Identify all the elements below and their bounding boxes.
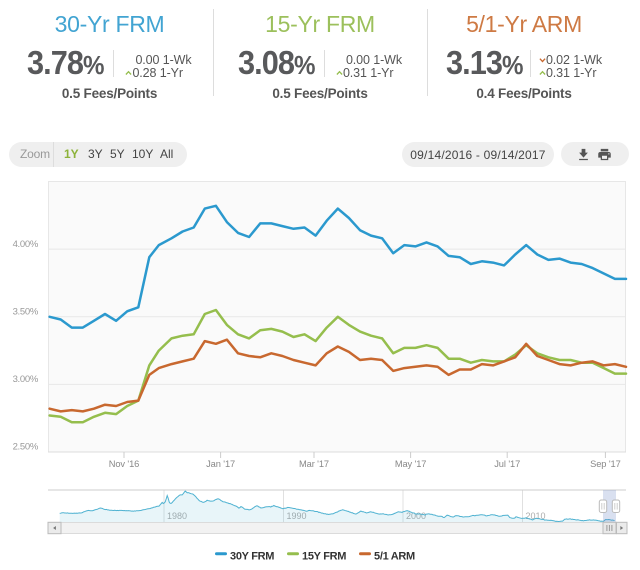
svg-text:Nov '16: Nov '16: [109, 459, 140, 469]
svg-text:30Y FRM: 30Y FRM: [230, 550, 274, 562]
svg-text:Sep '17: Sep '17: [590, 459, 621, 469]
svg-text:Jan '17: Jan '17: [206, 459, 235, 469]
svg-text:2.50%: 2.50%: [13, 442, 39, 453]
svg-text:Jul '17: Jul '17: [494, 459, 520, 469]
svg-text:1980: 1980: [167, 511, 187, 521]
svg-text:4.00%: 4.00%: [13, 239, 39, 250]
svg-text:3.00%: 3.00%: [13, 374, 39, 385]
svg-text:May '17: May '17: [395, 459, 427, 469]
svg-text:1990: 1990: [287, 511, 307, 521]
svg-text:Mar '17: Mar '17: [299, 459, 329, 469]
svg-text:2000: 2000: [406, 511, 426, 521]
svg-text:15Y FRM: 15Y FRM: [302, 550, 346, 562]
svg-text:2010: 2010: [526, 511, 546, 521]
svg-text:3.50%: 3.50%: [13, 306, 39, 317]
svg-text:5/1 ARM: 5/1 ARM: [374, 550, 415, 562]
